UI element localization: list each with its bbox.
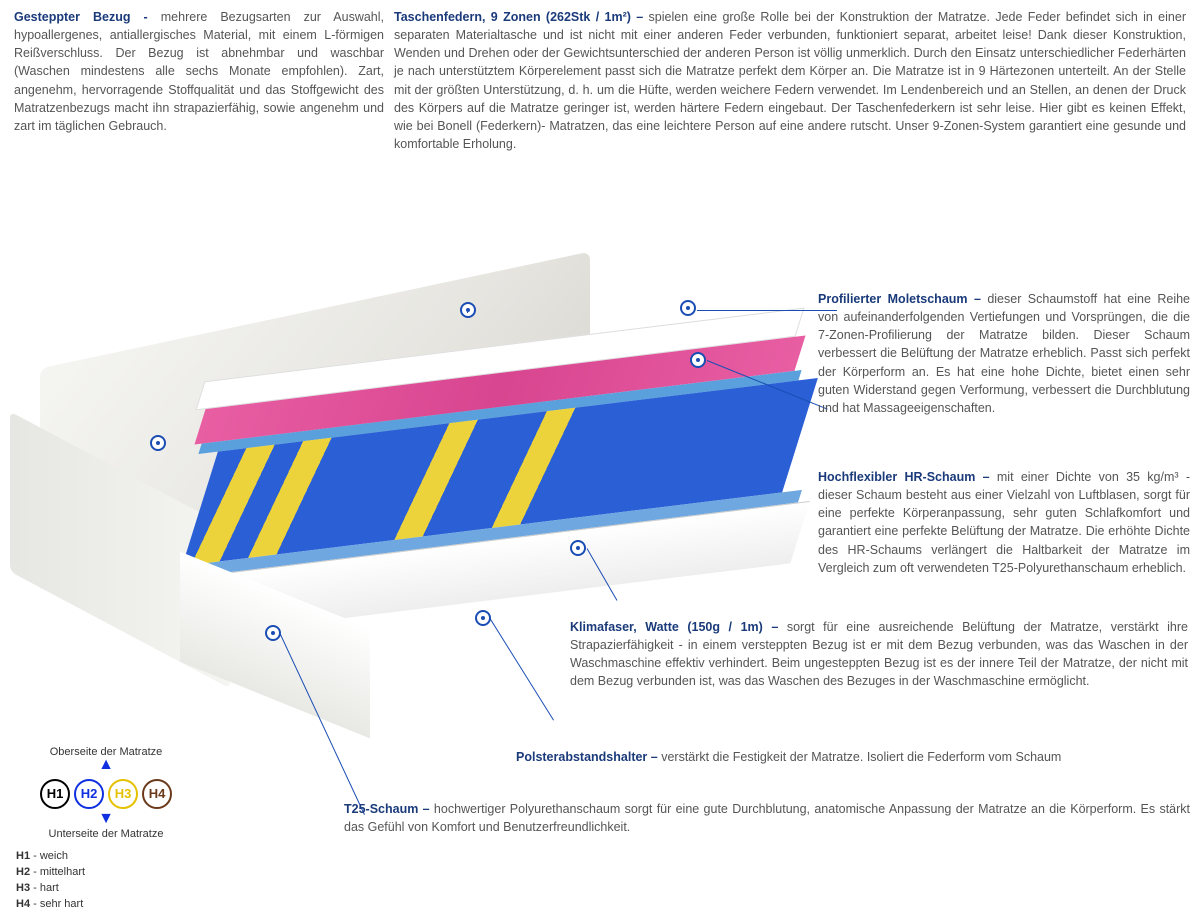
hardness-circle: H2 — [74, 779, 104, 809]
t25-foam-body: hochwertiger Polyurethanschaum sorgt für… — [344, 802, 1190, 834]
springs-description: Taschenfedern, 9 Zonen (262Stk / 1m²) – … — [394, 8, 1186, 153]
callout-marker — [690, 352, 706, 368]
climate-fiber-title: Klimafaser, Watte (150g / 1m) – — [570, 620, 787, 634]
t25-foam-title: T25-Schaum – — [344, 802, 434, 816]
leader-line — [697, 310, 837, 311]
legend-circle-row: H1H2H3H4 — [16, 779, 196, 809]
molet-foam-description: Profilierter Moletschaum – dieser Schaum… — [818, 290, 1190, 417]
cover-body: mehrere Bezugsarten zur Auswahl, hypoall… — [14, 10, 384, 133]
spacer-description: Polsterabstandshalter – verstärkt die Fe… — [516, 748, 1190, 766]
legend-list: H1 - weichH2 - mittelhartH3 - hartH4 - s… — [16, 849, 196, 913]
hardness-circle: H4 — [142, 779, 172, 809]
arrow-up-icon: ▲ — [16, 761, 196, 769]
cover-description: Gesteppter Bezug - mehrere Bezugsarten z… — [14, 8, 384, 135]
cover-title: Gesteppter Bezug - — [14, 10, 161, 24]
hardness-list-item: H2 - mittelhart — [16, 865, 196, 881]
springs-body: spielen eine große Rolle bei der Konstru… — [394, 10, 1186, 151]
hr-foam-body: mit einer Dichte von 35 kg/m³ - dieser S… — [818, 470, 1190, 575]
mattress-cutaway-illustration — [30, 270, 800, 670]
leader-line — [467, 312, 468, 313]
hardness-circle: H1 — [40, 779, 70, 809]
hr-foam-title: Hochflexibler HR-Schaum – — [818, 470, 997, 484]
callout-marker — [150, 435, 166, 451]
springs-title: Taschenfedern, 9 Zonen (262Stk / 1m²) – — [394, 10, 649, 24]
callout-marker — [680, 300, 696, 316]
hr-foam-description: Hochflexibler HR-Schaum – mit einer Dich… — [818, 468, 1190, 577]
spacer-body: verstärkt die Festigkeit der Matratze. I… — [661, 750, 1061, 764]
leader-line — [490, 618, 554, 720]
mattress-layers — [200, 345, 800, 625]
spacer-title: Polsterabstandshalter – — [516, 750, 661, 764]
callout-marker — [570, 540, 586, 556]
legend-bottom-label: Unterseite der Matratze — [16, 827, 196, 843]
hardness-legend: Oberseite der Matratze ▲ H1H2H3H4 ▼ Unte… — [16, 745, 196, 913]
hardness-circle: H3 — [108, 779, 138, 809]
molet-foam-body: dieser Schaumstoff hat eine Reihe von au… — [818, 292, 1190, 415]
hardness-list-item: H4 - sehr hart — [16, 897, 196, 913]
molet-foam-title: Profilierter Moletschaum – — [818, 292, 987, 306]
callout-marker — [460, 302, 476, 318]
hardness-list-item: H3 - hart — [16, 881, 196, 897]
climate-fiber-description: Klimafaser, Watte (150g / 1m) – sorgt fü… — [570, 618, 1188, 691]
t25-foam-description: T25-Schaum – hochwertiger Polyurethansch… — [344, 800, 1190, 836]
arrow-down-icon: ▼ — [16, 815, 196, 823]
hardness-list-item: H1 - weich — [16, 849, 196, 865]
